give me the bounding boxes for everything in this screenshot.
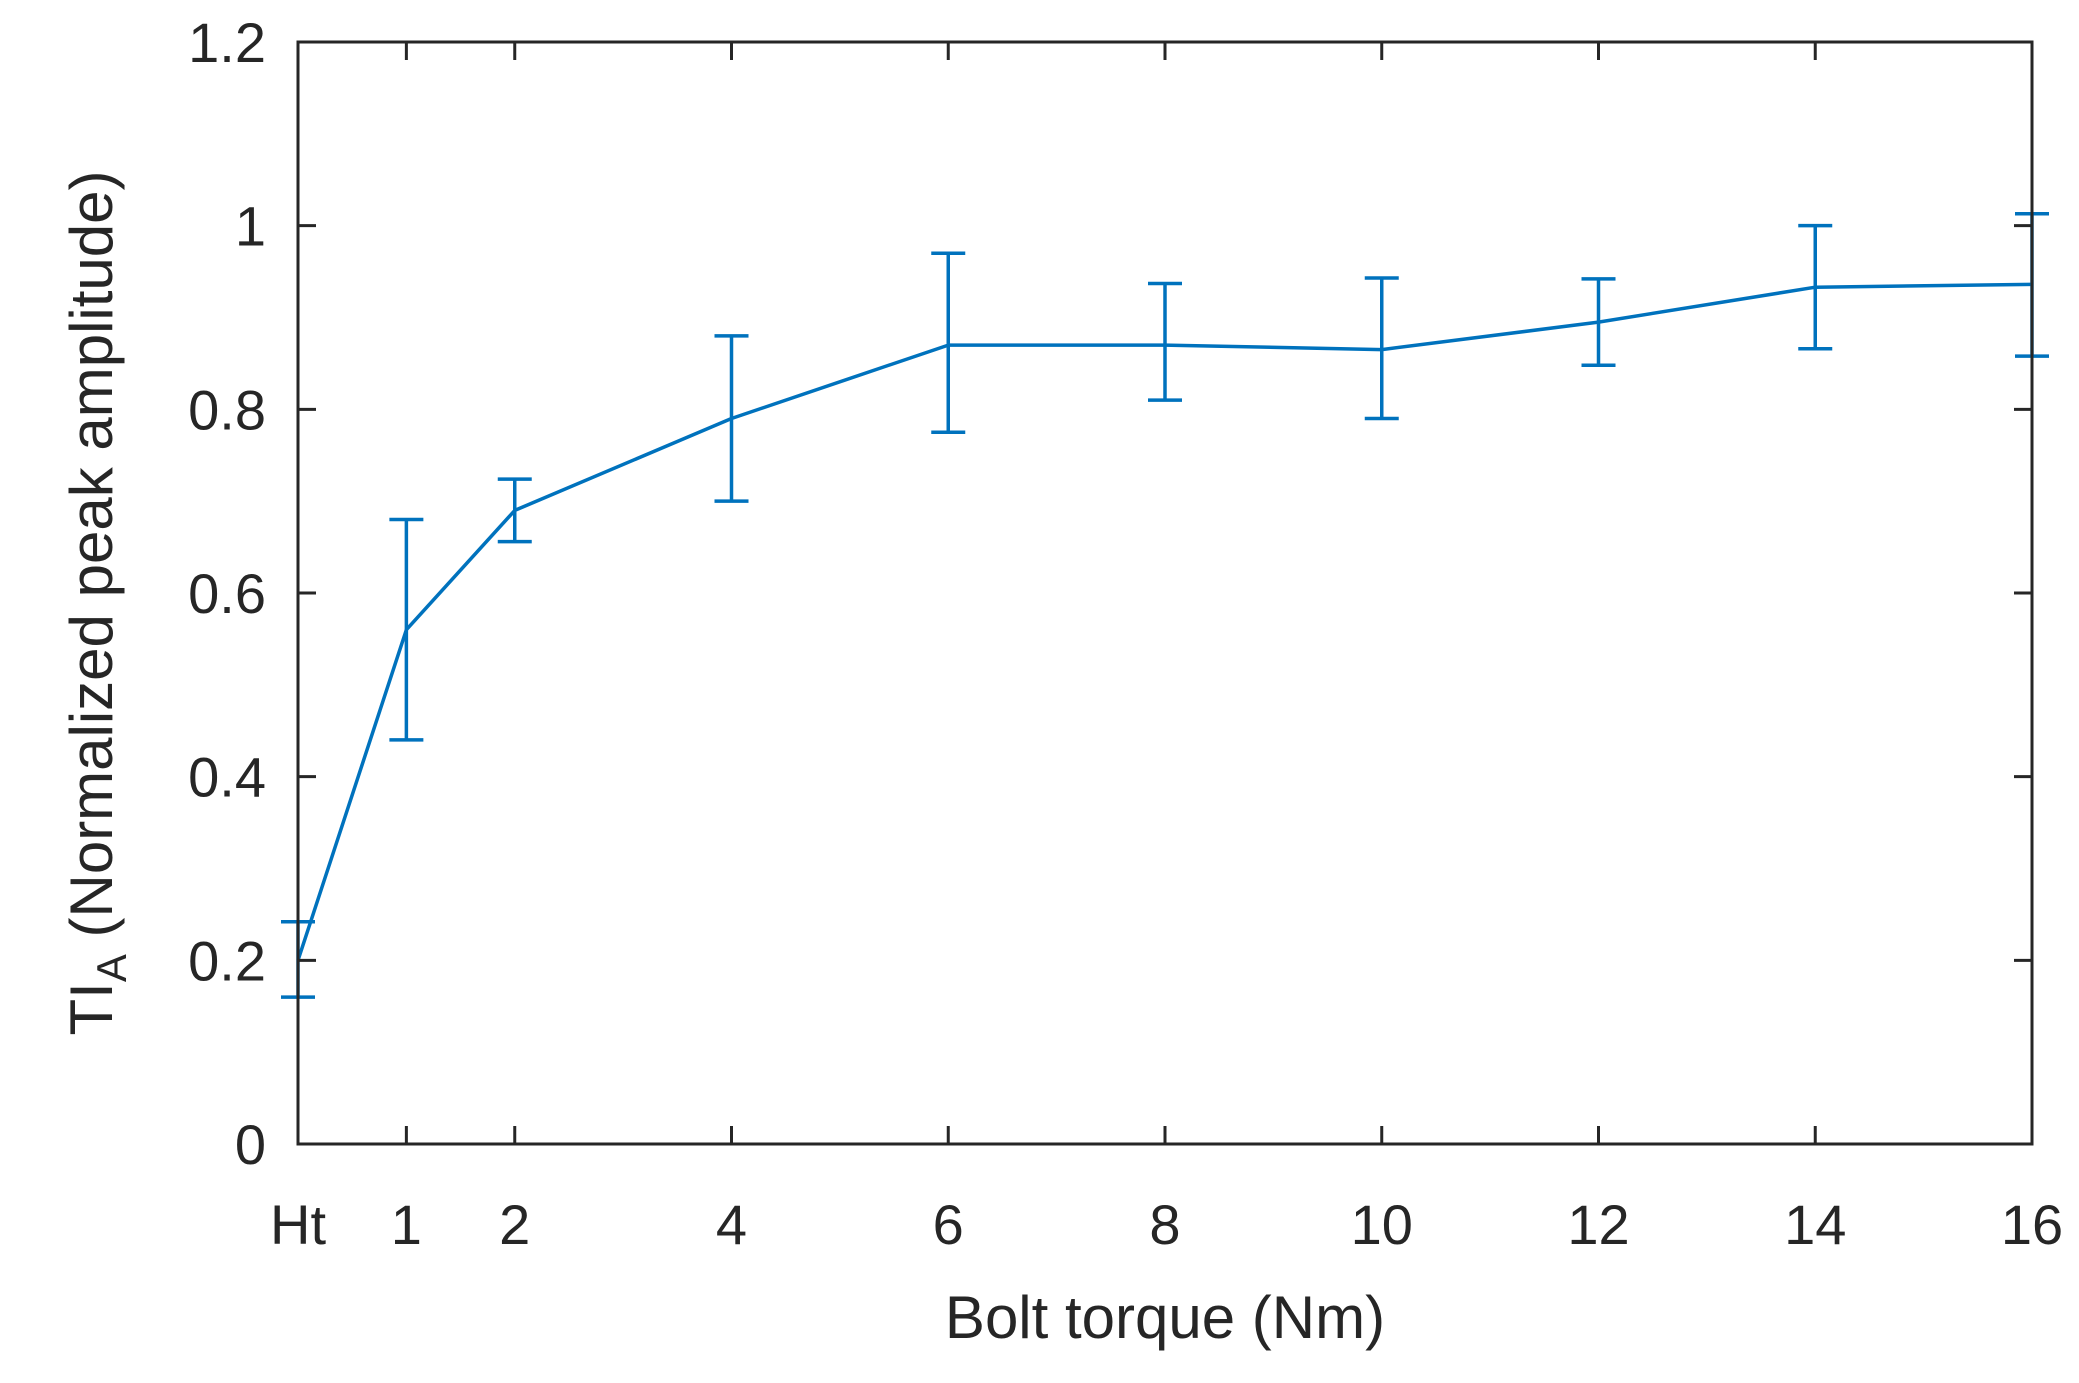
y-tick-label: 1: [235, 195, 266, 258]
data-point: [1814, 286, 1816, 288]
ticks-layer: [296, 40, 2034, 1146]
y-axis-title-main: TI: [58, 982, 125, 1035]
y-tick-label: 0.2: [188, 929, 266, 992]
y-tick-label: 0.4: [188, 746, 266, 809]
data-point: [514, 509, 516, 511]
x-tick-label: 16: [2001, 1193, 2063, 1256]
y-axis-title-rest: (Normalized peak amplitude): [58, 170, 125, 954]
x-tick-label: 1: [391, 1193, 422, 1256]
x-tick-label: 6: [933, 1193, 964, 1256]
data-point: [405, 629, 407, 631]
x-tick-label: Ht: [270, 1193, 326, 1256]
x-tick-label: 14: [1784, 1193, 1846, 1256]
data-point: [731, 418, 732, 420]
x-tick-label: 4: [716, 1193, 747, 1256]
x-tick-label: 2: [499, 1193, 530, 1256]
data-layer: [281, 211, 2049, 999]
y-tick-label: 1.2: [188, 11, 266, 74]
data-point: [1381, 349, 1383, 351]
y-tick-label: 0: [235, 1113, 266, 1176]
x-tick-label: 8: [1149, 1193, 1180, 1256]
y-axis-title-subscript: A: [88, 954, 135, 982]
series-line: [296, 282, 2033, 961]
y-axis-title: TIA (Normalized peak amplitude): [58, 170, 135, 1035]
data-point: [947, 344, 949, 346]
y-tick-label: 0.6: [188, 562, 266, 625]
data-point: [1598, 321, 1599, 323]
x-axis-title: Bolt torque (Nm): [945, 1284, 1385, 1351]
y-tick-label: 0.8: [188, 378, 266, 441]
x-tick-label: 12: [1567, 1193, 1629, 1256]
data-point: [1164, 344, 1166, 346]
x-tick-label: 10: [1351, 1193, 1413, 1256]
